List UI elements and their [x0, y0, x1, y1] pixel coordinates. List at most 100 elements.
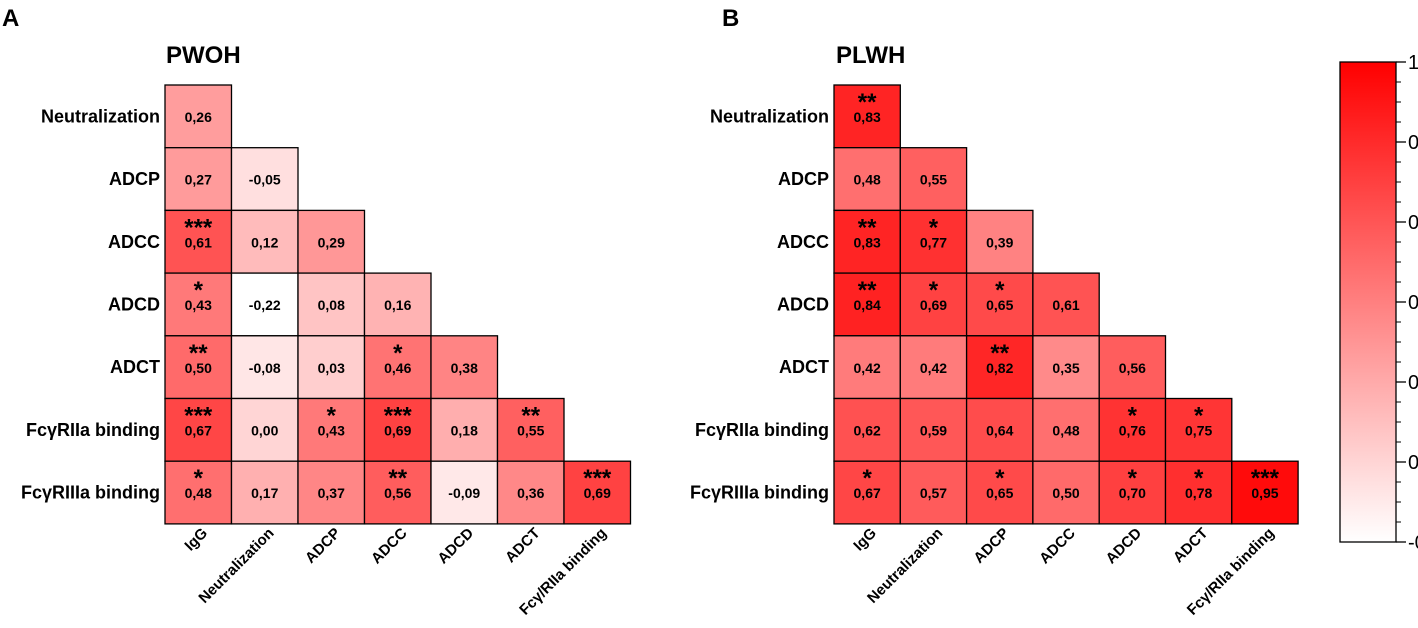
- cell-rect: [833, 460, 901, 525]
- cell-rect: [164, 460, 233, 525]
- cell-value: 0,65: [986, 297, 1013, 313]
- cell-rect: [899, 397, 968, 462]
- cell-value: 0,70: [1119, 485, 1146, 501]
- cell-value: 0,78: [1185, 485, 1212, 501]
- heatmap-cell: 0,27: [164, 147, 233, 212]
- colorbar-tick-label: 0.2: [1408, 372, 1418, 394]
- cell-rect: [164, 147, 233, 212]
- cell-value: 0,27: [185, 172, 212, 188]
- cell-value: 0,67: [185, 423, 212, 439]
- cell-value: 0,61: [185, 234, 212, 250]
- row-label: ADCD: [108, 294, 160, 314]
- heatmap-cell: *0,77: [899, 209, 968, 274]
- heatmap-cell: -0,09: [430, 460, 499, 525]
- cell-value: 0,42: [854, 360, 881, 376]
- cell-significance: **: [858, 277, 877, 304]
- cell-significance: **: [990, 340, 1009, 367]
- row-label: ADCD: [777, 294, 829, 314]
- heatmap-cell: ***0,67: [164, 397, 233, 462]
- colorbar-tick-label: -0.2: [1408, 532, 1418, 554]
- heatmap-cell: 0,55: [899, 147, 968, 212]
- cell-significance: **: [858, 214, 877, 241]
- cell-rect: [164, 335, 233, 400]
- cell-rect: [1164, 397, 1233, 462]
- heatmap-cell: *0,75: [1164, 397, 1233, 462]
- cell-rect: [563, 460, 632, 525]
- heatmap-cell: **0,82: [965, 335, 1034, 400]
- heatmap-panel-b: B PLWH Neutralization ADCP ADCC ADCD ADCT FcγRI…: [690, 5, 1299, 619]
- cell-rect: [899, 147, 968, 212]
- cell-value: 0,69: [384, 423, 411, 439]
- cell-significance: *: [1128, 465, 1138, 492]
- heatmap-cell: **0,55: [496, 397, 565, 462]
- heatmap-cell: *0,69: [899, 272, 968, 337]
- heatmap-cell: 0,59: [899, 397, 968, 462]
- cell-significance: ***: [184, 403, 213, 430]
- cell-value: 0,29: [318, 234, 345, 250]
- cell-significance: *: [194, 277, 204, 304]
- row-label: Neutralization: [41, 106, 160, 126]
- cell-rect: [230, 397, 299, 462]
- column-label: ADCC: [1036, 525, 1079, 568]
- cell-rect: [1098, 397, 1167, 462]
- cell-value: 0,17: [251, 485, 278, 501]
- cell-value: 0,39: [986, 234, 1013, 250]
- heatmap-cell: 0,39: [965, 209, 1034, 274]
- cell-value: 0,43: [318, 423, 345, 439]
- cell-value: 0,50: [1052, 485, 1079, 501]
- cell-significance: *: [929, 214, 939, 241]
- cell-rect: [230, 147, 299, 212]
- heatmap-cell: 0,56: [1098, 335, 1167, 400]
- cell-rect: [297, 272, 366, 337]
- column-label: ADCD: [1103, 525, 1146, 568]
- colorbar-tick-label: 1.0: [1408, 52, 1418, 74]
- cell-value: 0,65: [986, 485, 1013, 501]
- cell-value: 0,61: [1052, 297, 1079, 313]
- cell-value: 0,48: [854, 172, 881, 188]
- cell-value: 0,95: [1251, 485, 1278, 501]
- cell-rect: [363, 460, 432, 525]
- heatmap-cell: *0,43: [164, 272, 233, 337]
- heatmap-cell: 0,64: [965, 397, 1034, 462]
- cell-significance: ***: [583, 465, 612, 492]
- cell-value: 0,16: [384, 297, 411, 313]
- heatmap-cell: 0,57: [899, 460, 968, 525]
- heatmap-cell: 0,48: [1032, 397, 1100, 462]
- column-label: ADCP: [970, 525, 1012, 567]
- cell-value: 0,37: [318, 485, 345, 501]
- heatmap-cell: 0,12: [230, 209, 299, 274]
- panel-letter: A: [2, 5, 19, 32]
- cell-rect: [363, 397, 432, 462]
- cell-value: 0,82: [986, 360, 1013, 376]
- heatmap-cell: *0,70: [1098, 460, 1167, 525]
- heatmap-cell: 0,16: [363, 272, 432, 337]
- row-label: ADCC: [777, 232, 829, 252]
- heatmap-cell: 0,08: [297, 272, 366, 337]
- heatmap-cell: -0,22: [230, 272, 299, 337]
- cell-value: 0,03: [318, 360, 345, 376]
- cell-significance: *: [1194, 403, 1204, 430]
- heatmap-cell: *0,48: [164, 460, 233, 525]
- heatmap-cell: *0,65: [965, 460, 1034, 525]
- cell-value: 0,62: [854, 423, 881, 439]
- cell-rect: [297, 460, 366, 525]
- cell-rect: [965, 397, 1034, 462]
- cell-significance: *: [862, 465, 872, 492]
- column-label: IgG: [850, 525, 880, 555]
- cell-value: 0,57: [920, 485, 947, 501]
- heatmap-cell: 0,48: [833, 147, 901, 212]
- colorbar-tick-label: 0: [1408, 452, 1418, 474]
- cell-rect: [899, 209, 968, 274]
- heatmap-cell: *0,78: [1164, 460, 1233, 525]
- column-label: IgG: [181, 525, 211, 555]
- cell-value: 0,48: [1052, 423, 1079, 439]
- heatmap-cell: **0,50: [164, 335, 233, 400]
- column-label: ADCD: [434, 525, 477, 568]
- heatmap-cell: ***0,95: [1231, 460, 1299, 525]
- colorbar-tick-label: 0.4: [1408, 292, 1418, 314]
- cell-value: -0,22: [249, 297, 281, 313]
- cell-rect: [297, 397, 366, 462]
- heatmap-cell: -0,08: [230, 335, 299, 400]
- row-label: ADCP: [109, 169, 160, 189]
- cell-rect: [1032, 397, 1100, 462]
